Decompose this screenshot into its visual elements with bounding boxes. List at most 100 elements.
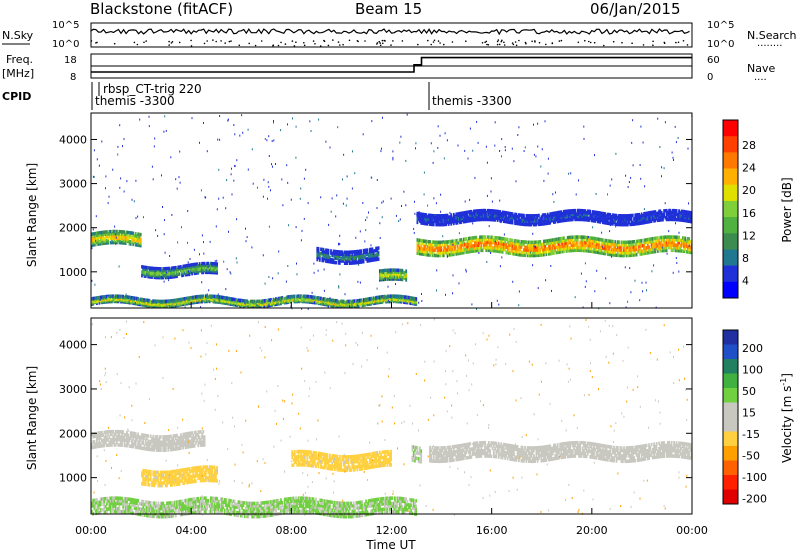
power-cell	[172, 275, 175, 279]
power-cell	[158, 270, 161, 275]
power-cell	[487, 214, 490, 218]
power-cell	[599, 213, 602, 217]
power-cell	[461, 211, 464, 215]
power-noise-point	[217, 138, 219, 141]
power-cell	[399, 268, 401, 273]
power-cell	[340, 299, 342, 303]
power-noise-point	[303, 217, 305, 220]
power-cell	[132, 238, 135, 242]
power-cell	[640, 238, 643, 243]
power-noise-point	[498, 303, 500, 306]
power-cell	[486, 245, 489, 250]
nsearch-point	[686, 44, 689, 46]
power-cell	[387, 273, 390, 278]
power-cell	[377, 246, 380, 250]
power-cell	[128, 295, 131, 300]
power-cell	[330, 249, 332, 253]
power-cell	[677, 238, 679, 242]
power-cell	[605, 214, 608, 218]
power-cell	[668, 238, 670, 242]
power-cell	[639, 244, 642, 248]
power-cell	[442, 219, 445, 223]
power-cell	[573, 208, 575, 213]
power-cell	[516, 239, 519, 243]
power-cell	[589, 215, 592, 219]
power-cell	[534, 253, 536, 258]
power-cell	[168, 299, 171, 303]
power-cell	[523, 248, 525, 252]
power-cell	[491, 246, 494, 250]
power-cell	[669, 210, 672, 215]
power-cell	[425, 213, 428, 217]
power-cell	[500, 244, 503, 249]
power-cell	[545, 239, 548, 243]
power-cell	[515, 219, 518, 224]
power-cell	[437, 214, 440, 218]
power-cell	[533, 251, 535, 255]
power-cell	[436, 253, 439, 258]
power-cell	[520, 240, 523, 244]
power-noise-point	[272, 277, 274, 280]
power-cell	[482, 210, 485, 215]
power-cell	[328, 257, 331, 262]
power-cell	[356, 254, 359, 258]
power-cell	[596, 237, 599, 241]
power-cell	[568, 209, 570, 213]
power-noise-point	[268, 303, 270, 306]
power-cell	[605, 238, 608, 243]
power-cell	[168, 272, 171, 276]
power-cell	[194, 271, 197, 275]
power-cell	[523, 253, 525, 257]
power-cell	[350, 250, 352, 254]
cpid-entry-themis-1: themis -3300	[95, 94, 175, 108]
power-noise-point	[543, 179, 545, 182]
power-cell	[528, 222, 530, 227]
power-cell	[335, 249, 337, 254]
nsearch-point	[332, 39, 334, 41]
power-cell	[426, 220, 429, 224]
power-cell	[198, 262, 201, 266]
power-noise-point	[95, 215, 97, 218]
power-cell	[389, 299, 391, 304]
power-cell	[491, 248, 494, 253]
power-cell	[369, 258, 371, 263]
power-cell	[427, 215, 430, 219]
power-cell	[653, 250, 655, 254]
power-cell	[640, 212, 643, 216]
power-cell	[555, 237, 558, 242]
power-cell	[213, 265, 216, 270]
power-cell	[337, 259, 340, 263]
power-cell	[146, 273, 148, 277]
power-cell	[158, 301, 161, 306]
power-cell	[573, 246, 575, 250]
power-cell	[571, 243, 574, 247]
power-cell	[579, 235, 582, 239]
power-cell	[476, 248, 479, 253]
power-cell	[477, 246, 480, 250]
power-noise-point	[277, 272, 279, 275]
power-cell	[664, 235, 667, 239]
power-cell	[121, 236, 123, 241]
power-cell	[457, 217, 460, 221]
power-cell	[651, 247, 654, 251]
power-cell	[500, 242, 503, 246]
nsearch-label: N.Search	[747, 29, 797, 42]
power-cell	[199, 300, 202, 304]
nsearch-point	[228, 40, 231, 43]
power-cell	[643, 238, 645, 242]
power-cell	[474, 216, 476, 220]
power-cell	[497, 213, 500, 217]
power-cell	[638, 244, 640, 249]
power-cell	[268, 300, 271, 304]
power-cell	[643, 243, 645, 248]
power-cell	[502, 242, 505, 246]
nsearch-point	[206, 40, 208, 42]
power-cell	[194, 262, 197, 267]
power-cell	[604, 251, 607, 256]
power-cell	[484, 215, 486, 220]
power-noise-point	[615, 225, 617, 228]
power-cell	[598, 212, 600, 217]
power-noise-point	[199, 253, 200, 256]
power-cell	[566, 218, 569, 222]
power-cell	[639, 239, 642, 243]
